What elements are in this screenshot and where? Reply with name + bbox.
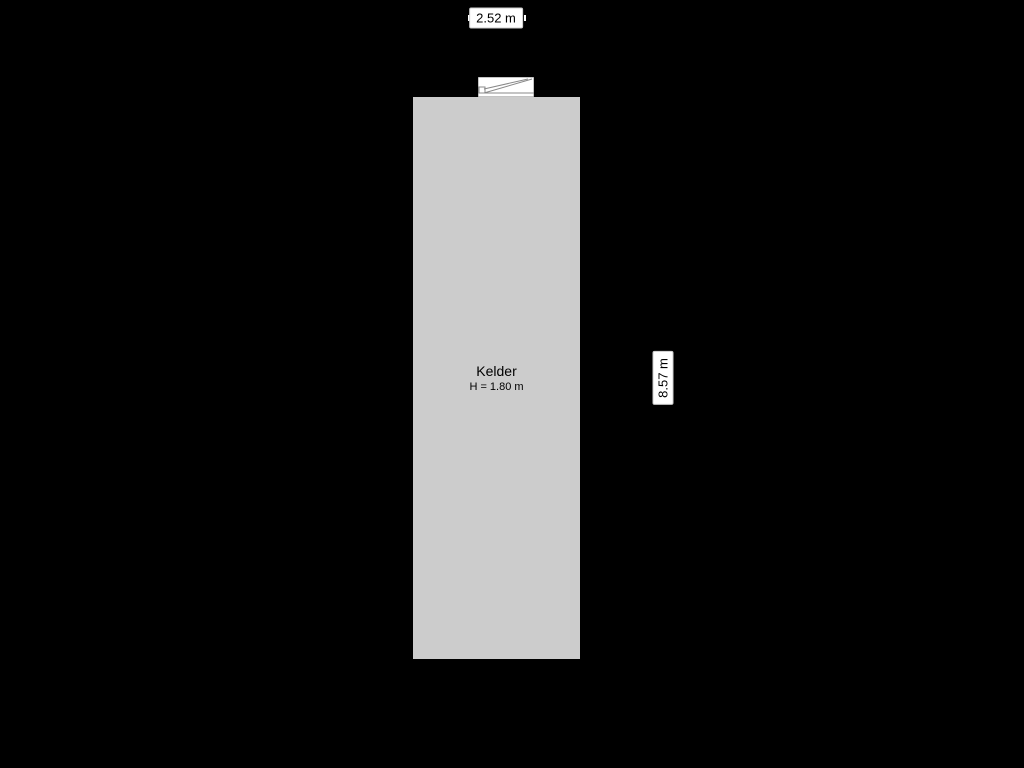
floorplan-canvas: Kelder H = 1.80 m 2.52 m 8.57 m xyxy=(0,0,1024,768)
room-height-label: H = 1.80 m xyxy=(469,381,523,393)
dimension-tick-icon xyxy=(524,15,526,21)
dimension-width-label: 2.52 m xyxy=(469,8,523,29)
dimension-height-label: 8.57 m xyxy=(653,351,674,405)
room-kelder: Kelder H = 1.80 m xyxy=(413,97,580,659)
room-name-label: Kelder xyxy=(476,363,516,379)
window-feature xyxy=(478,77,534,97)
